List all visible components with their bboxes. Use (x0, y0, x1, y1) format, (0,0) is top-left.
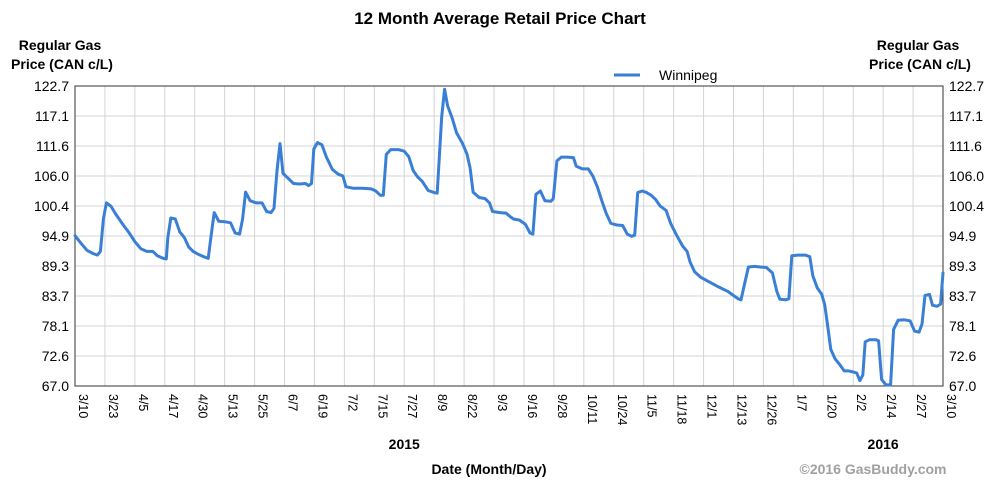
year-label: 2015 (389, 436, 420, 452)
y-tick-right: 106.0 (949, 168, 984, 184)
y-tick-left: 117.1 (35, 108, 69, 124)
x-tick: 2/2 (854, 394, 868, 411)
year-label: 2016 (868, 436, 899, 452)
x-tick: 7/27 (405, 394, 419, 418)
grid (75, 86, 943, 386)
y-tick-left: 106.0 (34, 168, 69, 184)
x-tick: 12/26 (764, 394, 778, 425)
x-tick: 7/15 (375, 394, 389, 418)
y-tick-right: 89.3 (949, 258, 976, 274)
y-tick-left: 111.6 (36, 138, 69, 154)
x-tick: 4/17 (166, 394, 180, 418)
x-tick: 2/14 (884, 394, 898, 418)
chart-title: 12 Month Average Retail Price Chart (354, 9, 646, 28)
y-tick-left: 67.0 (42, 378, 69, 394)
y-tick-left: 94.9 (42, 228, 69, 244)
x-tick: 10/24 (615, 394, 629, 425)
y-tick-left: 100.4 (34, 198, 69, 214)
x-axis-title: Date (Month/Day) (431, 461, 546, 477)
x-tick: 1/20 (824, 394, 838, 418)
x-tick: 7/2 (345, 394, 359, 411)
y-tick-right: 100.4 (949, 198, 984, 214)
x-axis: 3/10 3/23 4/5 4/17 4/30 5/13 5/25 6/7 6/19 7/2 7/1… (76, 394, 958, 425)
x-tick: 12/13 (734, 394, 748, 425)
y-tick-left: 122.7 (34, 78, 69, 94)
y-tick-left: 72.6 (42, 348, 69, 364)
x-tick: 5/25 (256, 394, 270, 418)
y-tick-right: 78.1 (949, 318, 976, 334)
x-tick: 1/7 (794, 394, 808, 411)
x-tick: 2/27 (914, 394, 928, 418)
winnipeg-series-line (73, 87, 945, 387)
x-tick: 4/30 (196, 394, 210, 418)
x-tick: 3/23 (106, 394, 120, 418)
y-axis-right: 67.0 72.6 78.1 83.7 89.3 94.9 100.4 106.0 111.6 1… (949, 78, 984, 394)
x-tick: 11/5 (645, 394, 659, 417)
x-tick: 3/10 (76, 394, 90, 418)
left-axis-label-line-2: Price (CAN c/L) (11, 56, 113, 72)
right-axis-label-line-2: Price (CAN c/L) (869, 56, 971, 72)
x-tick: 11/18 (675, 394, 689, 424)
x-tick: 3/10 (944, 394, 958, 418)
x-tick: 8/9 (435, 394, 449, 411)
y-tick-right: 117.1 (949, 108, 983, 124)
left-axis-label-line-1: Regular Gas (19, 37, 102, 53)
y-tick-right: 72.6 (949, 348, 976, 364)
x-tick: 9/3 (495, 394, 509, 411)
y-axis-left: 67.0 72.6 78.1 83.7 89.3 94.9 100.4 106.0 111.6 1… (34, 78, 69, 394)
legend: Winnipeg (614, 67, 717, 83)
y-tick-right: 111.6 (949, 138, 982, 154)
x-tick: 12/1 (705, 394, 719, 418)
y-tick-left: 78.1 (42, 318, 69, 334)
x-tick: 8/22 (465, 394, 479, 418)
year-labels: 2015 2016 (389, 436, 899, 452)
x-tick: 6/19 (315, 394, 329, 418)
x-tick: 6/7 (286, 394, 300, 411)
legend-label: Winnipeg (659, 67, 717, 83)
x-tick: 9/28 (555, 394, 569, 418)
y-tick-left: 89.3 (42, 258, 69, 274)
right-axis-label-line-1: Regular Gas (877, 37, 960, 53)
y-tick-right: 122.7 (949, 78, 984, 94)
y-tick-right: 67.0 (949, 378, 976, 394)
x-tick: 9/16 (525, 394, 539, 418)
y-tick-left: 83.7 (42, 288, 69, 304)
y-tick-right: 83.7 (949, 288, 976, 304)
x-tick: 10/11 (585, 394, 599, 424)
y-tick-right: 94.9 (949, 228, 976, 244)
x-tick: 5/13 (226, 394, 240, 418)
copyright-credit: ©2016 GasBuddy.com (800, 461, 947, 477)
x-tick: 4/5 (136, 394, 150, 411)
